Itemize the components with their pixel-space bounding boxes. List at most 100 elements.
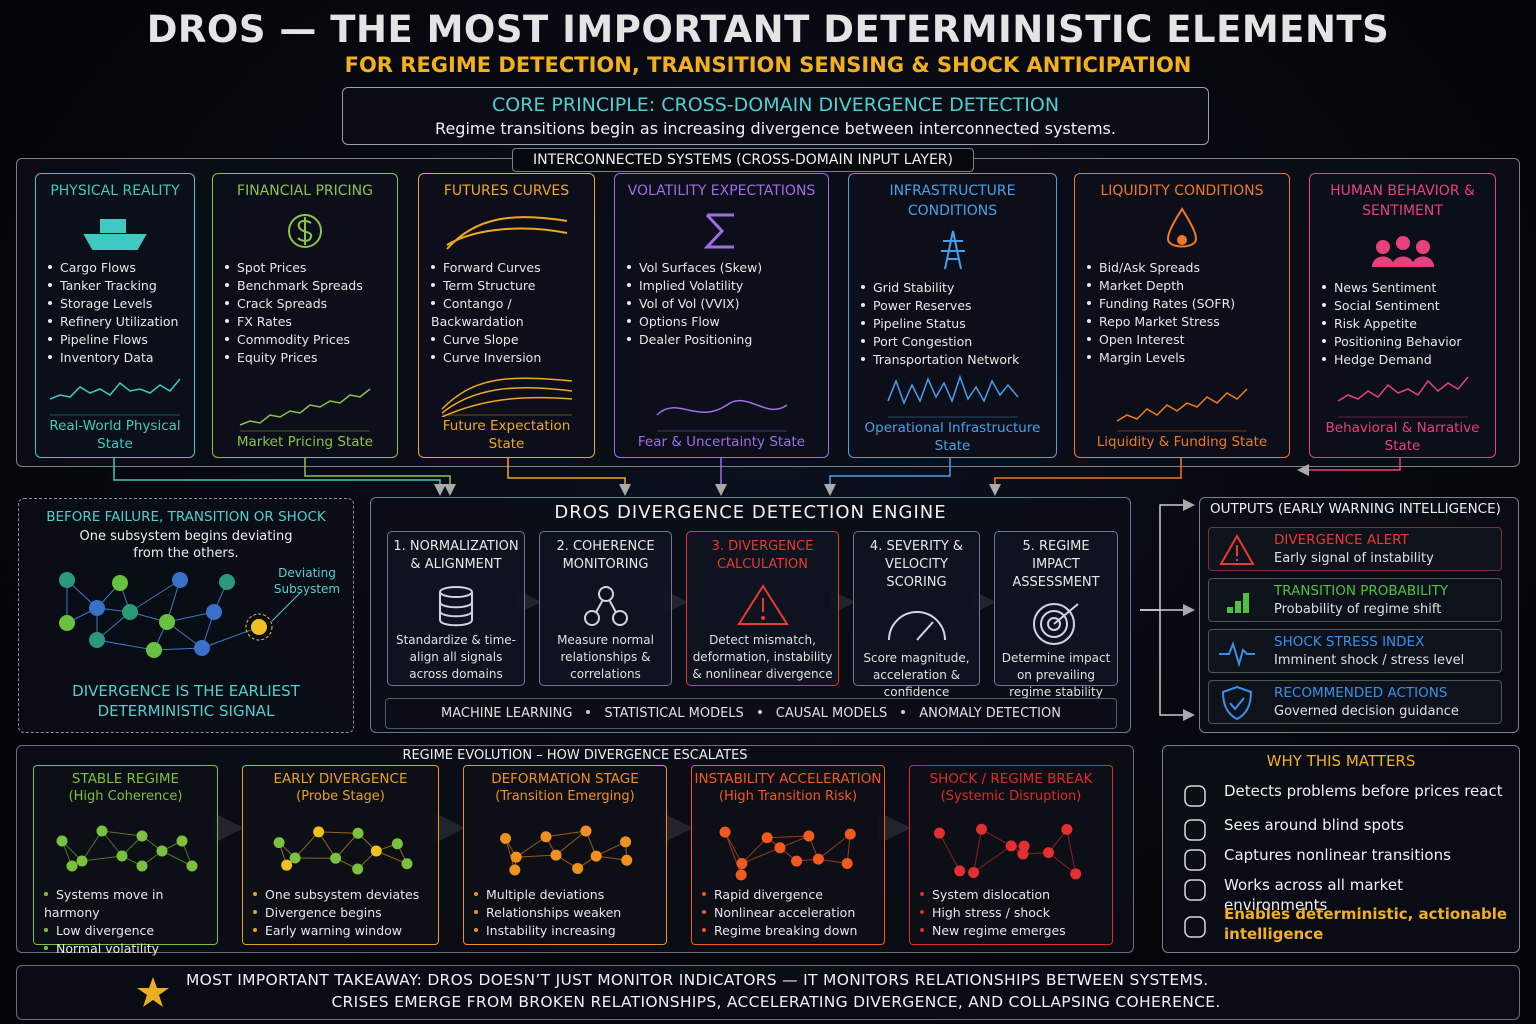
sparkline [49,378,181,416]
node [76,855,87,867]
node [89,600,105,616]
item-text: Multiple deviations [486,887,605,902]
item-text: Repo Market Stress [1099,314,1220,329]
list-item: Rapid divergence [702,886,857,904]
bullet [861,339,865,343]
node [352,827,364,839]
node [289,852,301,864]
stage-subtitle: (Probe Stage) [296,789,385,804]
shape [1184,849,1206,871]
item-text: Tanker Tracking [60,278,157,293]
list-item: Cargo Flows [48,259,186,277]
list-item: FX Rates [225,313,389,331]
list-item: Vol Surfaces (Skew) [627,259,820,277]
edge [981,828,1012,847]
bullet [225,355,229,359]
bullet [861,303,865,307]
shape [1227,607,1233,613]
list-item: Inventory Data [48,349,186,367]
icon [940,230,965,270]
shape [1184,879,1206,901]
separator [586,706,598,721]
output-item: RECOMMENDED ACTIONS Governed decision gui… [1208,680,1502,724]
edge [555,830,587,856]
list-item: Benchmark Spreads [225,277,389,295]
bullet [920,910,924,914]
sparkline [1337,376,1469,418]
bullet [757,710,762,714]
shape [1219,533,1255,565]
edge [81,830,102,862]
step-title: 1. NORMALIZATION & ALIGNMENT [393,539,519,572]
bullet [586,710,591,714]
node [156,845,167,857]
shape [1040,610,1068,638]
node [735,869,747,881]
stage-list: Rapid divergence Nonlinear acceleration Re… [702,886,857,940]
edge [741,837,768,864]
sparkline [655,399,787,432]
evolution-title: REGIME EVOLUTION – HOW DIVERGENCE ESCALA… [402,748,748,763]
node [176,835,187,847]
list-item: New regime emerges [920,922,1066,940]
step-text: Determine impact on prevailing regime st… [1001,651,1111,699]
item-text: Contango / Backwardation [431,296,524,329]
outputs-title: OUTPUTS (EARLY WARNING INTELLIGENCE) [1210,501,1501,517]
shape [760,616,765,620]
stage: STABLE REGIME (High Coherence) Systems mov… [33,765,218,956]
icon [445,216,567,250]
stage-subtitle: (High Transition Risk) [718,789,858,804]
item-text: Benchmark Spreads [237,278,363,293]
bullet [1322,357,1326,361]
item-text: Rapid divergence [714,887,823,902]
icon [439,586,473,627]
item-text: Open Interest [1099,332,1185,347]
bullet [1322,303,1326,307]
item-text: Regime breaking down [714,923,858,938]
bullet [920,928,924,932]
shape [1415,240,1430,254]
method: ANOMALY DETECTION [919,706,1061,721]
item-text: Dealer Positioning [639,332,753,347]
list-item: Regime breaking down [702,922,857,940]
bullet [627,301,631,305]
node [968,867,980,879]
node [572,862,584,874]
list-item: Port Congestion [861,333,1048,351]
stage-list: System dislocation High stress / shock New… [920,886,1066,940]
sparkline [239,388,371,432]
why-item: Captures nonlinear transitions [1224,846,1451,864]
sparkline [440,377,572,417]
item-text: Early warning window [265,923,402,938]
list-item: Systems move in harmony [44,886,217,922]
bullet [431,265,435,269]
bullet [44,946,48,950]
icon [1184,819,1206,841]
list-item: Tanker Tracking [48,277,186,295]
list-item: Low divergence [44,922,217,940]
item-text: Spot Prices [237,260,307,275]
item-text: Cargo Flows [60,260,136,275]
icon [583,586,628,626]
step-text: Score magnitude, acceleration & confiden… [863,651,970,699]
item-list: Cargo Flows Tanker Tracking Storage Levels… [44,259,186,367]
subtitle: FOR REGIME DETECTION, TRANSITION SENSING… [344,53,1192,77]
edge [724,831,742,876]
sparkline [1116,388,1248,432]
stage: EARLY DIVERGENCE (Probe Stage) One subsyst… [242,765,439,945]
list-item: Forward Curves [431,259,586,277]
icon [1227,593,1249,613]
stage-list: Systems move in harmony Low divergence Nor… [44,886,217,958]
bullet [474,928,478,932]
icon [83,219,147,250]
item-text: Forward Curves [443,260,541,275]
item-text: System dislocation [932,887,1051,902]
bullet [48,337,52,341]
node [1042,847,1054,859]
stage-network [500,825,633,876]
node [280,859,292,871]
item-text: Implied Volatility [639,278,744,293]
icon [1219,533,1255,565]
node [351,863,363,875]
node [841,858,853,870]
